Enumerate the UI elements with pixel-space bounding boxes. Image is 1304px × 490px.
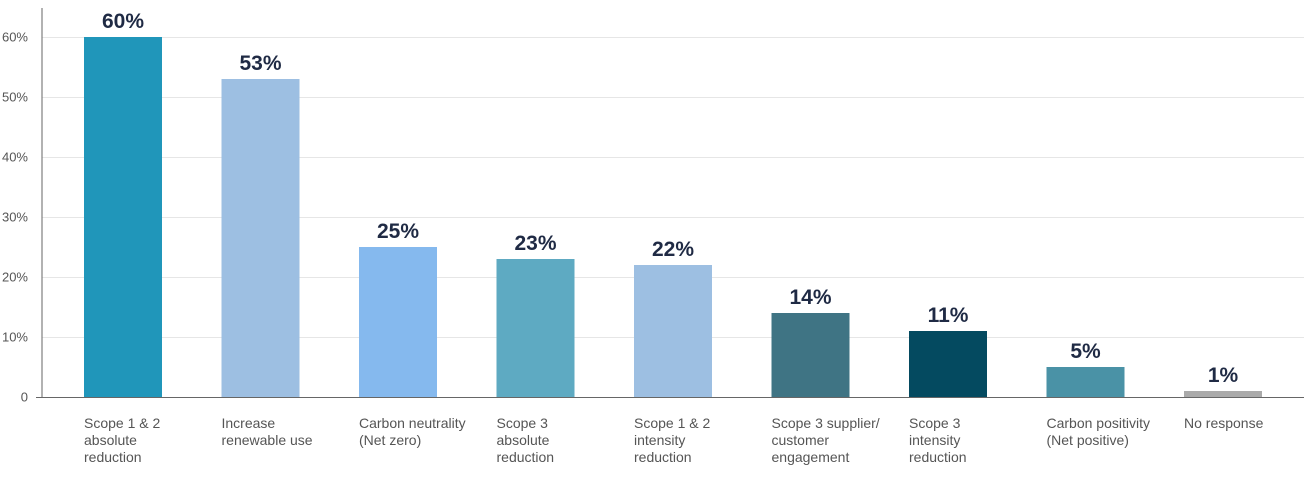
category-label-line: (Net zero) <box>359 432 421 448</box>
category-label: Scope 3 supplier/customer engagement <box>772 415 880 465</box>
bar <box>634 265 712 397</box>
category-label-line: Carbon neutrality <box>359 415 466 431</box>
category-label-line: Scope 3 <box>497 415 549 431</box>
bar <box>221 79 300 397</box>
bar <box>909 331 987 397</box>
category-label-line: Scope 1 & 2 <box>84 415 160 431</box>
category-label-line: reduction <box>634 449 692 465</box>
category-label-line: customer <box>772 432 830 448</box>
bar <box>771 313 850 397</box>
data-label: 5% <box>1070 340 1101 363</box>
category-label: Increase renewable use <box>222 415 313 448</box>
category-label: Carbon positivity (Net positive) <box>1047 415 1151 448</box>
y-tick-label: 30% <box>2 210 28 225</box>
data-label: 60% <box>102 10 144 33</box>
y-tick-label: 40% <box>2 150 28 165</box>
category-label-line: engagement <box>772 449 850 465</box>
category-label-line: renewable use <box>222 432 313 448</box>
category-label-line: Scope 3 <box>909 415 961 431</box>
category-label-line: reduction <box>909 449 967 465</box>
data-label: 23% <box>514 232 556 255</box>
bar <box>1046 367 1125 397</box>
category-label: Scope 3 absolute reduction <box>497 415 555 465</box>
y-tick-label: 10% <box>2 330 28 345</box>
data-label: 14% <box>789 286 831 309</box>
category-label-line: Carbon positivity <box>1047 415 1151 431</box>
category-label-line: intensity <box>634 432 685 448</box>
category-label: Scope 3 intensity reduction <box>909 415 967 465</box>
category-label-line: absolute <box>497 432 550 448</box>
category-label-line: Scope 1 & 2 <box>634 415 710 431</box>
y-axis-ticks: 0 10% 20% 30% 40% 50% 60% <box>2 30 28 405</box>
category-label: Scope 1 & 2 intensity reduction <box>634 415 710 465</box>
value-labels: 60% 53% 25% 23% 22% 14% 11% 5% 1% <box>102 10 1239 387</box>
category-label-line: reduction <box>84 449 142 465</box>
category-label: Carbon neutrality (Net zero) <box>359 415 466 448</box>
y-tick-label: 50% <box>2 90 28 105</box>
category-label: No response <box>1184 415 1264 431</box>
y-tick-label: 0 <box>21 390 28 405</box>
y-tick-label: 20% <box>2 270 28 285</box>
category-label: Scope 1 & 2 absolute reduction <box>84 415 160 465</box>
category-label-line: reduction <box>497 449 555 465</box>
bar <box>359 247 437 397</box>
category-label-line: (Net positive) <box>1047 432 1129 448</box>
bar <box>84 37 162 397</box>
bar <box>1184 391 1262 397</box>
y-tick-label: 60% <box>2 30 28 45</box>
category-label-line: Increase <box>222 415 276 431</box>
category-label-line: absolute <box>84 432 137 448</box>
category-label-line: No response <box>1184 415 1264 431</box>
bars <box>84 37 1262 397</box>
category-label-line: Scope 3 supplier/ <box>772 415 880 431</box>
category-label-line: intensity <box>909 432 960 448</box>
data-label: 11% <box>928 304 969 327</box>
data-label: 1% <box>1208 364 1239 387</box>
data-label: 22% <box>652 238 694 261</box>
data-label: 53% <box>239 52 281 75</box>
bar <box>496 259 575 397</box>
data-label: 25% <box>377 220 419 243</box>
